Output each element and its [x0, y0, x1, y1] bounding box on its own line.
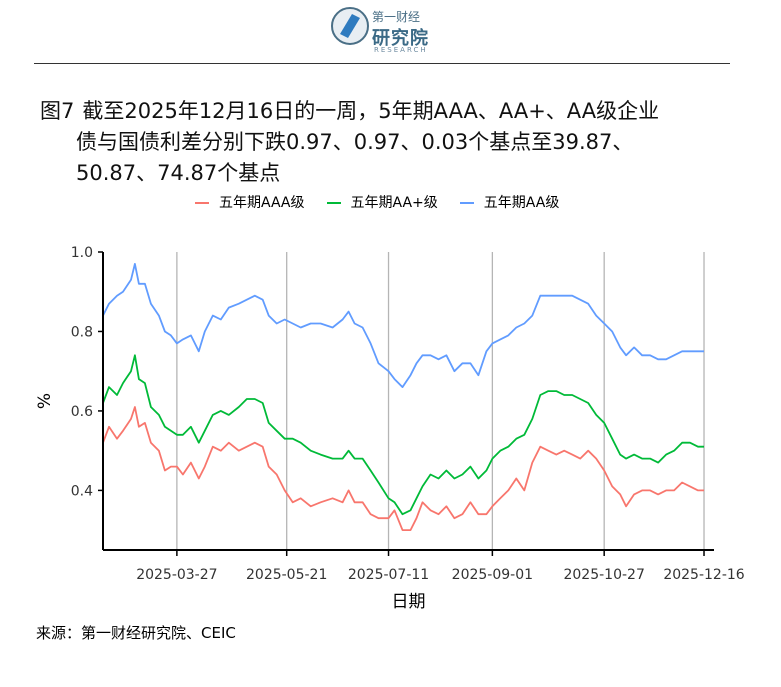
legend-item-2: 五年期AA级 — [459, 192, 560, 212]
legend-swatch-2 — [459, 202, 474, 204]
figure-title-line1: 截至2025年12月16日的一周，5年期AAA、AA+、AA级企业 — [82, 99, 660, 123]
header-divider — [34, 63, 730, 64]
y-tick-label-3: 1.0 — [71, 245, 93, 261]
x-tick-label-1: 2025-05-21 — [246, 567, 327, 583]
logo-text-big: 研究院 — [372, 28, 429, 49]
x-tick-label-5: 2025-12-16 — [663, 567, 744, 583]
x-tick-label-3: 2025-09-01 — [452, 567, 533, 583]
y-axis-title: % — [35, 393, 55, 409]
logo-text-small: 第一财经 — [372, 10, 421, 24]
legend-label-2: 五年期AA级 — [483, 195, 560, 211]
legend-label-0: 五年期AAA级 — [219, 195, 305, 211]
x-tick-label-2: 2025-07-11 — [348, 567, 429, 583]
legend-label-1: 五年期AA+级 — [350, 195, 438, 211]
series-line-2 — [102, 263, 704, 388]
figure-title-line2: 债与国债利差分别下跌0.97、0.97、0.03个基点至39.87、 — [76, 130, 634, 154]
logo-text-en: RESEARCH — [374, 46, 428, 54]
x-tick-label-0: 2025-03-27 — [136, 567, 217, 583]
figure-number: 图7 — [40, 99, 75, 123]
legend-swatch-0 — [195, 202, 209, 204]
y-tick-label-0: 0.4 — [71, 483, 93, 499]
legend-item-0: 五年期AAA级 — [195, 192, 305, 212]
legend-item-1: 五年期AA+级 — [326, 192, 438, 212]
legend-swatch-1 — [326, 202, 341, 204]
figure-title-line3: 50.87、74.87个基点 — [76, 161, 281, 185]
logo-emblem-icon — [331, 7, 369, 45]
brand-logo: 第一财经 研究院 RESEARCH — [330, 6, 470, 56]
series-line-1 — [102, 354, 704, 516]
y-tick-label-1: 0.6 — [71, 404, 93, 420]
x-axis-title: 日期 — [392, 592, 426, 612]
figure-title: 图7 截至2025年12月16日的一周，5年期AAA、AA+、AA级企业 债与国债… — [40, 96, 730, 189]
y-tick-label-2: 0.8 — [71, 324, 93, 340]
series-line-0 — [102, 406, 704, 531]
chart-legend: 五年期AAA级 五年期AA+级 五年期AA级 — [195, 192, 581, 212]
source-note: 来源：第一财经研究院、CEIC — [36, 624, 236, 642]
x-tick-label-4: 2025-10-27 — [563, 567, 644, 583]
